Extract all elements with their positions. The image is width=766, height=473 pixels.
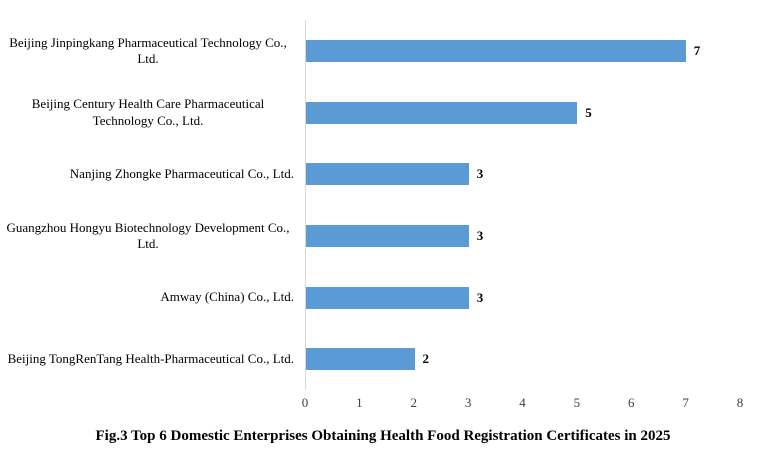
bar bbox=[306, 163, 469, 186]
category-label: Beijing Jinpingkang Pharmaceutical Techn… bbox=[9, 34, 287, 66]
plot-cell: 7 bbox=[305, 20, 740, 82]
plot-cell: 2 bbox=[305, 328, 740, 391]
bar-chart: Beijing Jinpingkang Pharmaceutical Techn… bbox=[0, 20, 766, 391]
chart-row: Beijing Jinpingkang Pharmaceutical Techn… bbox=[0, 20, 766, 82]
value-label: 3 bbox=[476, 227, 484, 243]
chart-row: Amway (China) Co., Ltd. 3 bbox=[0, 266, 766, 329]
value-label: 3 bbox=[476, 289, 484, 305]
bar bbox=[306, 224, 469, 247]
value-label: 3 bbox=[476, 166, 484, 182]
chart-row: Nanjing Zhongke Pharmaceutical Co., Ltd.… bbox=[0, 143, 766, 206]
chart-row: Beijing Century Health Care Pharmaceutic… bbox=[0, 81, 766, 144]
x-tick-label: 8 bbox=[736, 395, 744, 410]
category-label-cell: Beijing Jinpingkang Pharmaceutical Techn… bbox=[0, 20, 305, 82]
x-tick-label: 6 bbox=[628, 395, 635, 410]
bar bbox=[306, 101, 578, 124]
chart-row: Guangzhou Hongyu Biotechnology Developme… bbox=[0, 205, 766, 267]
category-label: Guangzhou Hongyu Biotechnology Developme… bbox=[6, 219, 290, 251]
plot-cell: 3 bbox=[305, 205, 740, 267]
plot-cell: 3 bbox=[305, 266, 740, 329]
bar bbox=[306, 286, 469, 309]
category-label: Amway (China) Co., Ltd. bbox=[160, 289, 294, 305]
x-tick-label: 2 bbox=[410, 395, 418, 410]
category-label-cell: Guangzhou Hongyu Biotechnology Developme… bbox=[0, 205, 305, 267]
x-axis: 0 1 2 3 4 5 6 7 8 bbox=[0, 390, 766, 414]
category-label-cell: Beijing Century Health Care Pharmaceutic… bbox=[0, 82, 305, 144]
value-label: 7 bbox=[693, 42, 701, 58]
category-label: Beijing TongRenTang Health-Pharmaceutica… bbox=[7, 351, 294, 367]
category-label: Nanjing Zhongke Pharmaceutical Co., Ltd. bbox=[69, 166, 294, 182]
chart-row: Beijing TongRenTang Health-Pharmaceutica… bbox=[0, 328, 766, 391]
bar bbox=[306, 348, 415, 371]
x-tick-label: 7 bbox=[682, 395, 689, 410]
x-tick-label: 0 bbox=[301, 395, 309, 410]
x-axis-spacer bbox=[0, 390, 305, 414]
category-label-cell: Beijing TongRenTang Health-Pharmaceutica… bbox=[0, 328, 305, 390]
chart-title: Fig.3 Top 6 Domestic Enterprises Obtaini… bbox=[95, 428, 671, 444]
x-tick-label: 5 bbox=[573, 395, 581, 410]
category-label: Beijing Century Health Care Pharmaceutic… bbox=[31, 96, 265, 128]
category-label-cell: Amway (China) Co., Ltd. bbox=[0, 267, 305, 329]
category-label-cell: Nanjing Zhongke Pharmaceutical Co., Ltd. bbox=[0, 143, 305, 205]
x-tick-label: 4 bbox=[519, 395, 526, 410]
value-label: 5 bbox=[585, 104, 592, 120]
bar bbox=[306, 39, 686, 62]
plot-cell: 5 bbox=[305, 81, 740, 144]
x-tick-label: 3 bbox=[464, 395, 472, 410]
plot-cell: 3 bbox=[305, 143, 740, 206]
x-tick-label: 1 bbox=[356, 395, 363, 410]
x-axis-ticks: 0 1 2 3 4 5 6 7 8 bbox=[301, 390, 744, 414]
value-label: 2 bbox=[422, 351, 430, 367]
